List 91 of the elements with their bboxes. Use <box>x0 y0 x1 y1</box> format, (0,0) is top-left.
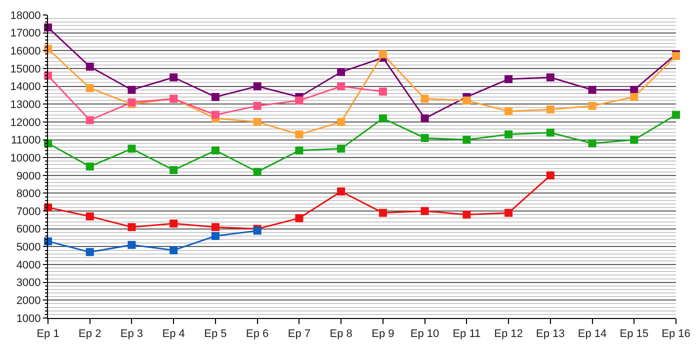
x-tick-label: Ep 8 <box>330 328 352 340</box>
point <box>504 75 513 84</box>
point <box>253 118 262 126</box>
point <box>588 139 596 148</box>
x-tick-label: Ep 14 <box>578 328 607 340</box>
point <box>86 162 94 170</box>
point <box>378 114 387 122</box>
point <box>86 84 94 92</box>
point <box>630 136 638 144</box>
point <box>295 130 304 138</box>
point <box>211 146 220 154</box>
point <box>420 94 429 103</box>
point <box>128 86 136 94</box>
point <box>546 105 554 114</box>
point <box>337 82 346 90</box>
x-tick-label: Ep 4 <box>162 328 185 340</box>
x-tick-label: Ep 5 <box>204 328 227 340</box>
y-tick-label: 7000 <box>16 206 41 218</box>
y-tick-label: 9000 <box>16 170 41 182</box>
point <box>420 114 429 122</box>
y-tick-label: 12000 <box>10 116 41 129</box>
point <box>295 96 304 105</box>
point <box>128 223 136 232</box>
x-tick-label: Ep 13 <box>536 328 565 340</box>
point <box>546 128 554 137</box>
y-tick-label: 2000 <box>16 295 41 308</box>
y-tick-label: 8000 <box>16 188 41 200</box>
y-tick-label: 14000 <box>10 81 41 94</box>
y-tick-label: 11000 <box>11 134 41 147</box>
point <box>546 73 554 82</box>
point <box>672 110 680 119</box>
point <box>504 208 513 217</box>
point <box>128 144 136 153</box>
point <box>211 232 220 240</box>
point <box>253 82 262 90</box>
point <box>86 212 94 220</box>
x-tick-label: Ep 2 <box>78 328 102 340</box>
x-tick-label: Ep 1 <box>36 328 60 340</box>
x-tick-label: Ep 11 <box>452 328 481 340</box>
point <box>378 50 387 58</box>
point <box>295 214 304 222</box>
point <box>128 240 136 249</box>
point <box>588 86 596 94</box>
point <box>378 208 387 217</box>
point <box>630 92 638 101</box>
y-tick-label: 4000 <box>16 259 41 272</box>
point <box>211 92 220 101</box>
point <box>337 187 346 196</box>
point <box>337 118 346 126</box>
point <box>170 246 178 254</box>
point <box>337 144 346 153</box>
x-tick-label: Ep 9 <box>372 328 394 340</box>
x-tick-label: Ep 3 <box>120 328 144 340</box>
point <box>378 88 387 96</box>
x-tick-label: Ep 6 <box>246 328 269 340</box>
point <box>211 110 220 119</box>
point <box>86 62 94 71</box>
y-tick-label: 13000 <box>10 98 41 111</box>
y-tick-label: 18000 <box>10 10 41 22</box>
point <box>462 136 471 144</box>
point <box>253 168 262 176</box>
point <box>170 220 178 228</box>
y-tick-label: 1000 <box>16 312 41 325</box>
point <box>546 171 554 180</box>
x-tick-label: Ep 7 <box>288 328 311 340</box>
point <box>170 166 178 174</box>
point <box>253 102 262 110</box>
y-tick-label: 5000 <box>16 242 41 254</box>
point <box>462 96 471 105</box>
y-tick-label: 15000 <box>10 63 41 76</box>
point <box>170 73 178 82</box>
x-tick-label: Ep 10 <box>410 328 440 340</box>
x-tick-label: Ep 15 <box>620 328 649 340</box>
y-tick-label: 17000 <box>10 28 41 40</box>
point <box>420 134 429 142</box>
point <box>420 207 429 216</box>
point <box>86 248 94 256</box>
point <box>504 130 513 138</box>
y-tick-label: 6000 <box>16 224 41 236</box>
point <box>86 116 94 124</box>
x-tick-label: Ep 16 <box>662 328 690 340</box>
point <box>504 107 513 116</box>
x-tick-label: Ep 12 <box>494 328 523 340</box>
point <box>588 102 596 110</box>
point <box>337 68 346 76</box>
point <box>295 146 304 154</box>
point <box>462 210 471 219</box>
y-tick-label: 10000 <box>10 152 41 164</box>
y-tick-label: 16000 <box>10 46 41 58</box>
y-tick-label: 3000 <box>16 277 41 290</box>
point <box>211 223 220 232</box>
